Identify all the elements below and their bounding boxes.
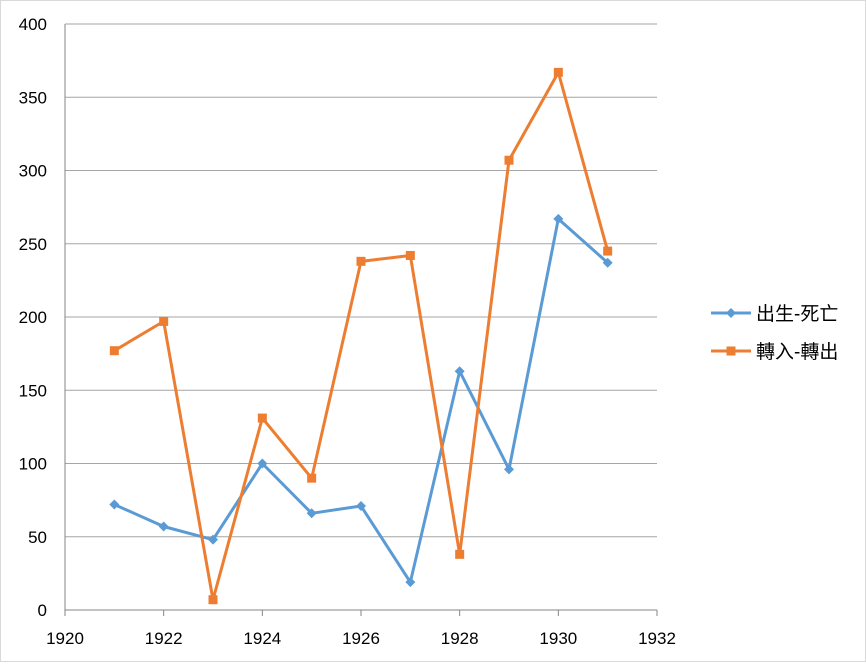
legend-label: 轉入-轉出	[756, 341, 838, 363]
data-point	[257, 458, 268, 469]
y-tick-label: 350	[19, 88, 47, 107]
data-point	[158, 521, 169, 532]
x-tick-label: 1920	[46, 629, 84, 648]
y-tick-label: 100	[19, 455, 47, 474]
data-point	[454, 366, 465, 377]
data-point	[257, 413, 267, 423]
data-point	[109, 346, 119, 356]
y-tick-label: 0	[38, 601, 47, 620]
data-point	[307, 473, 317, 483]
data-point	[602, 257, 613, 268]
data-point	[208, 595, 218, 605]
y-tick-label: 150	[19, 381, 47, 400]
y-tick-label: 400	[19, 15, 47, 34]
data-point	[504, 155, 514, 165]
series-1	[109, 67, 613, 605]
gridlines	[65, 23, 657, 538]
data-point	[553, 213, 564, 224]
x-tick-label: 1932	[638, 629, 676, 648]
data-point	[306, 508, 317, 519]
data-point	[455, 549, 465, 559]
series-line	[113, 70, 610, 602]
series-line	[113, 217, 609, 584]
y-tick-label: 200	[19, 308, 47, 327]
data-point	[405, 577, 416, 588]
x-tick-label: 1928	[441, 629, 479, 648]
y-tick-label: 50	[28, 528, 47, 547]
data-point	[208, 534, 218, 545]
x-tick-label: 1924	[243, 629, 281, 648]
data-point	[356, 500, 366, 511]
data-point	[159, 316, 169, 326]
x-tick-label: 1930	[539, 629, 577, 648]
data-point	[109, 499, 120, 510]
x-tick-label: 1922	[145, 629, 183, 648]
legend-marker	[726, 308, 736, 318]
data-point	[356, 256, 366, 266]
y-tick-label: 250	[19, 235, 47, 254]
legend-marker	[726, 346, 736, 356]
y-tick-labels: 0 50 100 150 200 250 300 350 400	[19, 15, 47, 620]
series-group	[109, 67, 613, 605]
data-point	[405, 250, 415, 260]
legend-label: 出生-死亡	[756, 303, 838, 325]
data-point	[504, 464, 514, 475]
data-point	[603, 246, 613, 256]
y-tick-label: 300	[19, 162, 47, 181]
x-tick-label: 1926	[342, 629, 380, 648]
data-point	[553, 67, 563, 77]
legend-entry: 轉入-轉出	[711, 341, 838, 363]
x-tick-labels: 1920 1922 1924 1926 1928 1930 1932	[46, 629, 676, 648]
legend-entry: 出生-死亡	[711, 303, 838, 325]
series-0	[109, 213, 613, 588]
axes	[64, 24, 658, 616]
